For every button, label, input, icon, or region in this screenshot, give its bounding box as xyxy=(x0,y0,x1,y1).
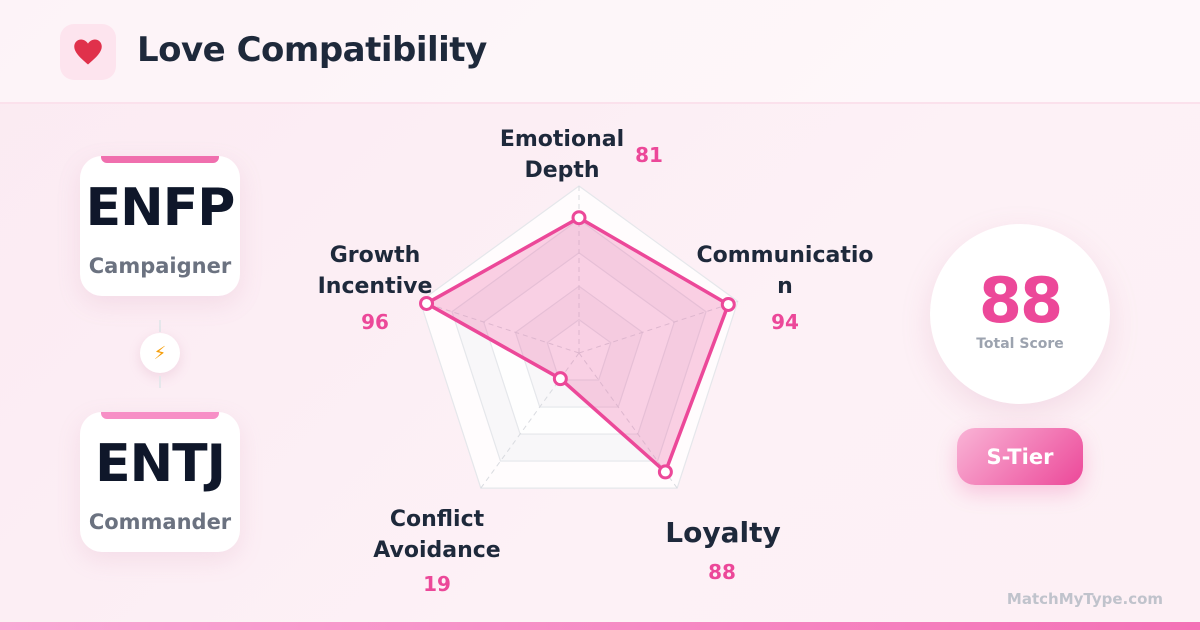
header: Love Compatibility xyxy=(0,0,1200,104)
heart-icon xyxy=(74,39,102,65)
axis-label-line: n xyxy=(777,274,793,299)
axis-label-line: Communicatio xyxy=(696,243,873,268)
axis-value-label: 94 xyxy=(771,310,799,334)
connector-line xyxy=(159,320,161,332)
total-score-value: 88 xyxy=(978,264,1063,337)
data-point xyxy=(657,464,673,480)
axis-value-label: 19 xyxy=(423,572,451,596)
total-score-circle: 88 Total Score xyxy=(930,224,1110,404)
type-code: ENFP xyxy=(85,178,236,238)
data-area xyxy=(424,215,731,474)
type-code: ENTJ xyxy=(95,434,226,494)
connector-line xyxy=(159,376,161,388)
axis-label-line: Conflict xyxy=(390,507,485,532)
type-card-2: ENTJ Commander xyxy=(80,412,240,552)
axis-label: Growth Incentive xyxy=(318,243,433,299)
footer-brand: MatchMyType.com xyxy=(1006,590,1164,608)
axis-label-line: Emotional xyxy=(500,127,624,152)
total-score-label: Total Score xyxy=(976,336,1064,352)
data-point xyxy=(571,210,587,226)
data-point xyxy=(419,295,435,311)
axis-label-line: Avoidance xyxy=(373,538,500,563)
page-title: Love Compatibility xyxy=(137,30,487,70)
axis-value-label: 81 xyxy=(635,143,663,167)
axis-value-label: 88 xyxy=(708,560,736,584)
tier-badge: S-Tier xyxy=(957,428,1083,485)
axis-label: Communicatio n xyxy=(696,243,873,299)
axis-label: Emotional Depth xyxy=(500,127,624,183)
axis-spoke xyxy=(578,300,738,354)
axis-label: Loyalty xyxy=(665,516,780,549)
data-point xyxy=(720,296,736,312)
axis-label: Conflict Avoidance xyxy=(373,507,500,563)
bottom-accent-bar xyxy=(0,622,1200,630)
logo xyxy=(60,24,116,80)
type-name: Campaigner xyxy=(88,254,232,278)
axis-label-line: Growth xyxy=(330,243,421,268)
card-accent-bar xyxy=(101,412,219,419)
axis-label-line: Loyalty xyxy=(665,516,780,549)
data-point xyxy=(552,371,568,387)
lightning-icon: ⚡ xyxy=(140,333,180,373)
axis-label-line: Incentive xyxy=(318,274,433,299)
axis-spoke xyxy=(420,300,580,354)
axis-value-label: 96 xyxy=(361,310,389,334)
type-card-1: ENFP Campaigner xyxy=(80,156,240,296)
card-accent-bar xyxy=(101,156,219,163)
type-name: Commander xyxy=(88,510,232,534)
axis-label-line: Depth xyxy=(524,158,599,183)
